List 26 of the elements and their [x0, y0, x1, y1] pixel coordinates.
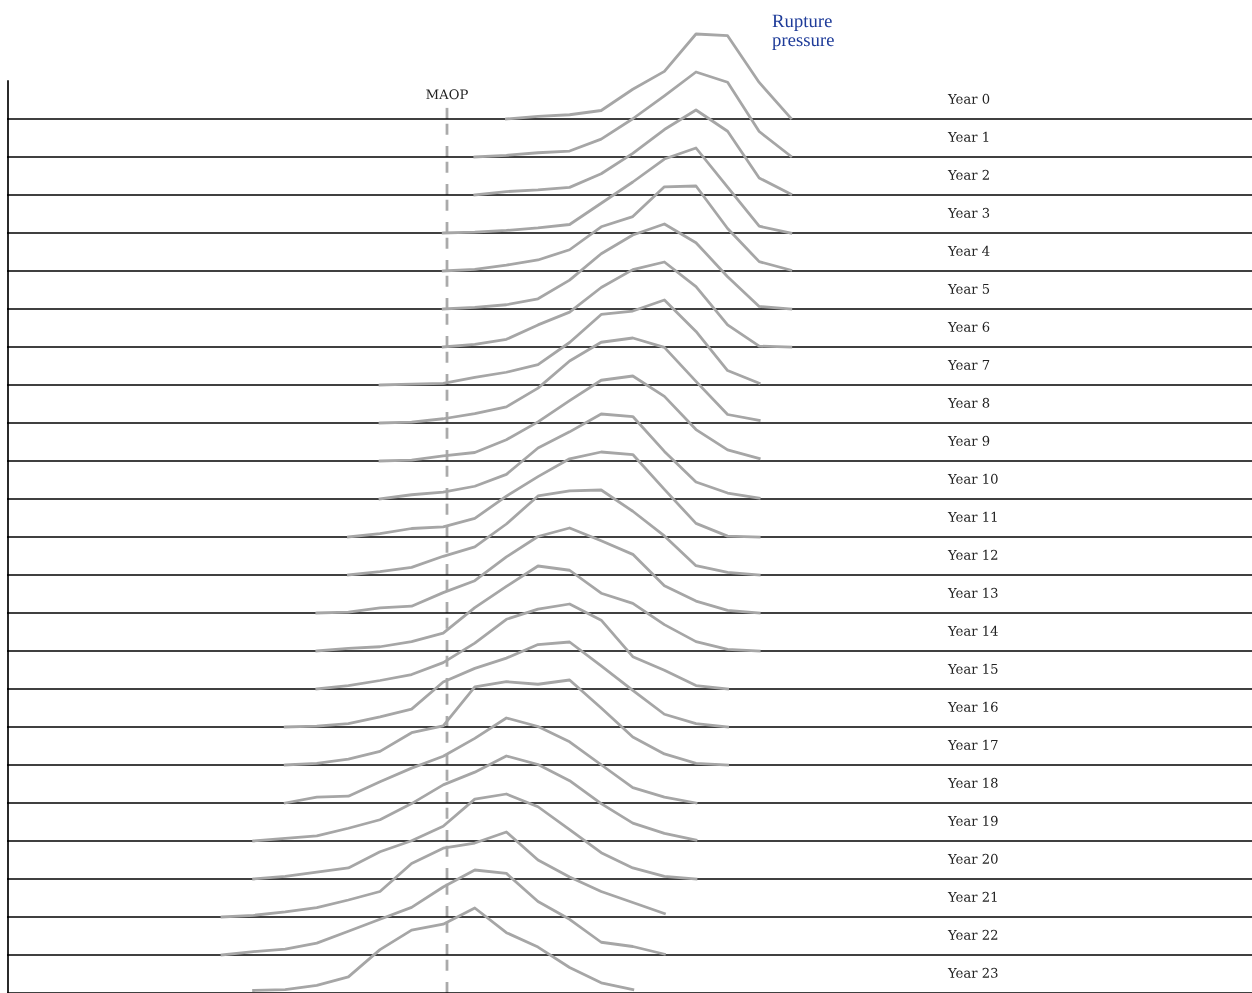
- text: Year 20: [947, 853, 998, 864]
- text: Year 16: [947, 701, 998, 712]
- text: Year 11: [947, 511, 997, 522]
- text: Year 6: [947, 321, 990, 332]
- text: Year 3: [947, 207, 990, 218]
- text: Year 1: [947, 131, 989, 142]
- text: Year 2: [947, 169, 989, 180]
- text: Year 18: [947, 777, 998, 788]
- text: Year 17: [947, 739, 998, 750]
- text: Year 15: [947, 663, 998, 674]
- text: Year 14: [947, 625, 998, 636]
- text: Year 13: [947, 587, 998, 598]
- text: Year 9: [947, 435, 990, 446]
- text: Year 5: [947, 284, 990, 294]
- text: Year 12: [947, 549, 998, 560]
- text: Year 19: [947, 815, 998, 826]
- text: Year 0: [947, 93, 990, 104]
- text: Year 23: [947, 967, 998, 978]
- text: Year 4: [947, 245, 990, 256]
- text: Year 10: [947, 473, 998, 484]
- text: Year 8: [947, 397, 990, 408]
- text: Year 7: [947, 360, 990, 370]
- text: Year 21: [947, 891, 997, 902]
- text: Year 22: [947, 929, 998, 940]
- annotation: Rupture pressure: [772, 14, 834, 50]
- annotation: MAOP: [426, 89, 468, 100]
